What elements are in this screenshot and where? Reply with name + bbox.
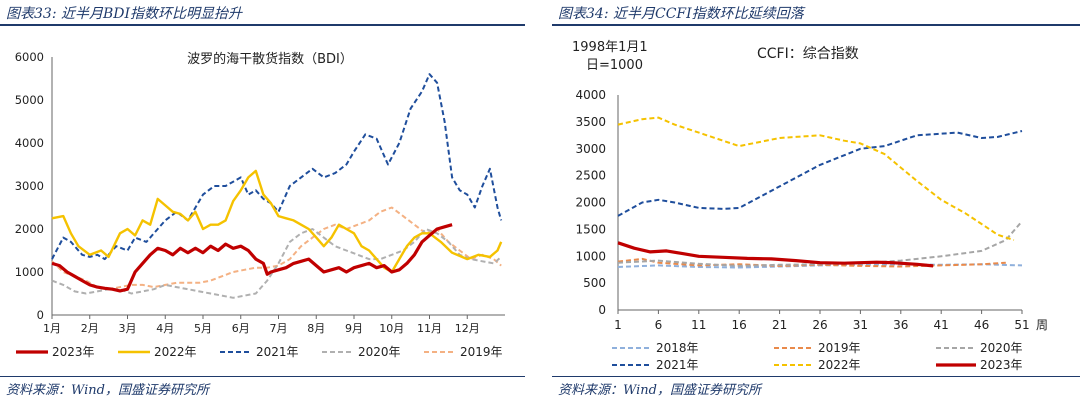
ccfi-y-tick-label: 2000 [575,196,606,210]
bdi-x-tick-label: 7月 [270,322,288,335]
bdi-y-tick-label: 2000 [15,222,44,236]
bdi-x-tick-label: 10月 [379,322,404,335]
ccfi-x-tick-label: 21 [772,318,787,332]
bdi-y-tick-label: 0 [37,308,44,322]
bdi-series-line-2020年 [51,228,502,299]
bdi-x-tick-label: 8月 [307,322,325,335]
bdi-x-tick-label: 4月 [156,322,174,335]
ccfi-legend-label: 2018年 [656,341,699,355]
bdi-top-rule [0,24,525,26]
bdi-legend-label: 2023年 [52,345,95,359]
ccfi-y-tick-label: 3500 [575,115,606,129]
bdi-legend-label: 2019年 [460,345,503,359]
ccfi-legend-label: 2020年 [980,341,1023,355]
bdi-bottom-rule [0,376,525,377]
ccfi-series-line-2019年 [617,257,1006,268]
ccfi-top-rule [552,24,1080,26]
bdi-source: 资料来源：Wind，国盛证券研究所 [6,383,209,398]
bdi-x-tick-label: 5月 [194,322,212,335]
bdi-series-line-2022年 [51,169,503,274]
bdi-series-line-2019年 [51,206,502,291]
ccfi-x-axis-label: 周 [1036,318,1048,332]
ccfi-y-tick-label: 1500 [575,222,606,236]
ccfi-x-tick-label: 1 [614,318,622,332]
ccfi-panel: 图表34: 近半月CCFI指数环比延续回落 1998年1月1 日=1000 CCFI… [552,0,1080,400]
ccfi-y-tick-label: 0 [598,303,606,317]
bdi-legend-label: 2021年 [256,345,299,359]
bdi-x-tick-label: 3月 [119,322,137,335]
bdi-x-tick-label: 9月 [345,322,363,335]
ccfi-y-tick-label: 500 [583,276,606,290]
ccfi-x-tick-label: 41 [934,318,949,332]
ccfi-x-tick-label: 6 [655,318,663,332]
ccfi-series-line-2022年 [617,116,1015,242]
ccfi-x-tick-label: 16 [732,318,747,332]
ccfi-x-tick-label: 31 [853,318,868,332]
ccfi-y-tick-label: 3000 [575,142,606,156]
bdi-x-tick-label: 2月 [81,322,99,335]
bdi-series-line-2023年 [51,223,453,293]
bdi-legend-label: 2020年 [358,345,401,359]
ccfi-base-note-line2: 日=1000 [586,58,643,73]
bdi-x-tick-label: 12月 [455,322,480,335]
bdi-y-tick-label: 5000 [15,93,44,107]
bdi-chart: 波罗的海干散货指数（BDI） 0 1000 2000 3000 4000 5000 6000 1… [15,50,505,359]
bdi-x-tick-label: 6月 [232,322,250,335]
bdi-y-tick-label: 6000 [15,50,44,64]
ccfi-series-line-2020年 [617,220,1023,267]
bdi-y-tick-label: 1000 [15,265,44,279]
ccfi-x-tick-label: 11 [691,318,706,332]
bdi-legend-label: 2022年 [154,345,197,359]
ccfi-y-tick-label: 2500 [575,169,606,183]
ccfi-x-tick-label: 36 [893,318,908,332]
bdi-series-line-2021年 [51,73,503,261]
ccfi-bottom-rule [552,376,1080,377]
bdi-chart-title: 波罗的海干散货指数（BDI） [187,51,353,67]
ccfi-legend-label: 2021年 [656,358,699,372]
ccfi-legend-label: 2023年 [980,358,1023,372]
ccfi-chart-title: CCFI：综合指数 [757,46,859,62]
ccfi-x-tick-label: 51 [1014,318,1029,332]
ccfi-x-tick-label: 26 [812,318,827,332]
bdi-header: 图表33: 近半月BDI指数环比明显抬升 [6,6,243,22]
ccfi-base-note-line1: 1998年1月1 [572,40,648,55]
ccfi-header: 图表34: 近半月CCFI指数环比延续回落 [558,6,804,22]
bdi-y-tick-label: 4000 [15,136,44,150]
bdi-x-tick-label: 11月 [417,322,442,335]
ccfi-series-line-2023年 [617,241,934,268]
bdi-x-tick-label: 1月 [43,322,61,335]
ccfi-source: 资料来源：Wind，国盛证券研究所 [558,383,761,398]
ccfi-chart: 1998年1月1 日=1000 CCFI：综合指数 0 500 1000 1500 2000 2… [572,40,1048,372]
ccfi-y-tick-label: 4000 [575,88,606,102]
ccfi-y-tick-label: 1000 [575,249,606,263]
bdi-y-tick-label: 3000 [15,179,44,193]
ccfi-series-line-2021年 [617,130,1023,217]
ccfi-legend-label: 2019年 [818,341,861,355]
bdi-panel: 图表33: 近半月BDI指数环比明显抬升 波罗的海干散货指数（BDI） 0 1000… [0,0,525,400]
ccfi-legend-label: 2022年 [818,358,861,372]
ccfi-x-tick-label: 46 [974,318,989,332]
